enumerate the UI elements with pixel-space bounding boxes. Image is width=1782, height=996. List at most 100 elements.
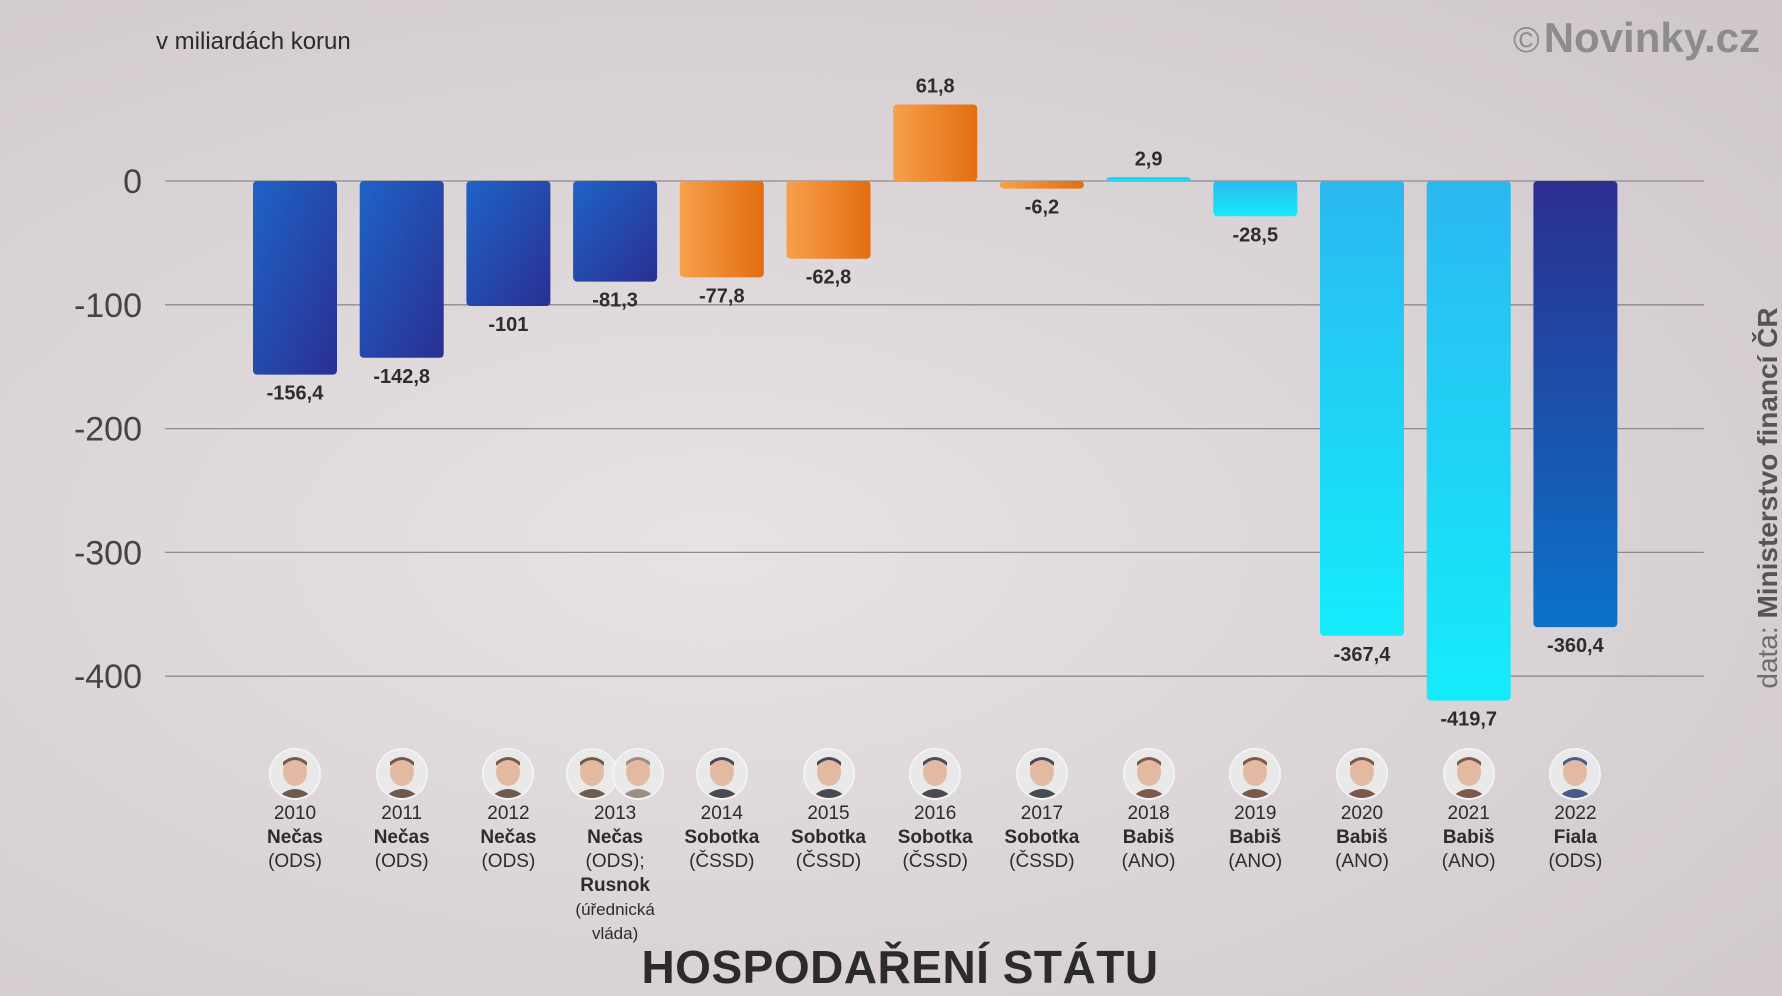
- prime-minister-name: Babiš: [1229, 827, 1282, 848]
- government-year: 2017: [1020, 803, 1064, 824]
- prime-minister-name: Babiš: [1442, 827, 1495, 848]
- government-year: 2016: [914, 803, 957, 824]
- copyright-symbol: ©: [1513, 19, 1540, 60]
- portrait-icon: [1122, 748, 1175, 800]
- portrait-icon: [1336, 748, 1388, 800]
- government-2016: 2016 Sobotka (ČSSD): [880, 748, 990, 874]
- prime-minister-name: Fiala: [1553, 827, 1598, 848]
- government-2010: 2010 Nečas (ODS): [240, 748, 350, 874]
- portrait-icon: [1442, 748, 1495, 800]
- government-2021: 2021 Babiš (ANO): [1414, 748, 1524, 874]
- watermark-text: Novinky.cz: [1543, 14, 1760, 61]
- government-year: 2018: [1127, 803, 1170, 824]
- party-label: (ODS): [481, 851, 536, 872]
- value-label-2020: -367,4: [1334, 644, 1392, 666]
- bar-2010: [253, 181, 337, 375]
- value-label-2011: -142,8: [373, 366, 430, 388]
- government-year: 2015: [807, 803, 850, 824]
- government-2019: 2019 Babiš (ANO): [1200, 748, 1310, 874]
- prime-minister-name-2: Rusnok: [580, 875, 650, 896]
- government-year: 2019: [1234, 803, 1277, 824]
- portrait-icon: [802, 748, 855, 800]
- bar-2015: [786, 181, 871, 259]
- value-label-2022: -360,4: [1547, 635, 1605, 657]
- bar-2020: [1320, 181, 1404, 636]
- bars: [253, 104, 1618, 701]
- government-year: 2022: [1554, 803, 1597, 824]
- bar-2011: [359, 181, 444, 358]
- bar-2018: [1106, 177, 1191, 181]
- y-tick-label: -100: [74, 287, 142, 325]
- prime-minister-name: Babiš: [1336, 827, 1388, 848]
- portrait-icon: [612, 748, 665, 800]
- prime-minister-name: Sobotka: [897, 827, 973, 848]
- bar-2017: [999, 181, 1084, 189]
- value-label-2016: 61,8: [916, 75, 955, 97]
- government-year: 2011: [381, 803, 423, 824]
- value-label-2012: -101: [488, 314, 528, 336]
- watermark: ©Novinky.cz: [1513, 14, 1760, 62]
- portrait-icon: [482, 748, 535, 800]
- government-2014: 2014 Sobotka (ČSSD): [667, 748, 777, 874]
- prime-minister-name: Nečas: [587, 827, 644, 848]
- party-label: (ANO): [1441, 851, 1496, 872]
- prime-minister-name: Nečas: [267, 827, 323, 848]
- party-label: (ČSSD): [902, 851, 968, 872]
- portrait-icon: [695, 748, 748, 800]
- value-label-2019: -28,5: [1233, 224, 1279, 246]
- bar-2014: [679, 181, 764, 278]
- party-label: (ODS): [268, 851, 322, 872]
- portrait-icon: [375, 748, 428, 800]
- government-2022: 2022 Fiala (ODS): [1520, 748, 1630, 874]
- portrait-icon: [1549, 748, 1602, 800]
- prime-minister-name: Nečas: [373, 827, 430, 848]
- prime-minister-name: Sobotka: [1004, 827, 1080, 848]
- government-2011: 2011 Nečas (ODS): [347, 748, 457, 874]
- value-label-2018: 2,9: [1135, 148, 1163, 170]
- value-label-2010: -156,4: [267, 383, 325, 405]
- government-2012: 2012 Nečas (ODS): [453, 748, 563, 874]
- party-label: (ČSSD): [795, 851, 862, 872]
- government-2020: 2020 Babiš (ANO): [1307, 748, 1417, 874]
- unit-label: v miliardách korun: [156, 28, 351, 55]
- portrait-icon: [909, 748, 962, 800]
- party-label: (ODS): [1548, 851, 1603, 872]
- bar-2019: [1213, 181, 1298, 217]
- government-year: 2010: [273, 803, 317, 824]
- portrait-icon: [1229, 748, 1282, 800]
- portrait-icon: [1015, 748, 1068, 800]
- party-label: (ANO): [1335, 851, 1389, 872]
- government-year: 2014: [700, 803, 743, 824]
- party-label: (ANO): [1121, 851, 1176, 872]
- data-source: data: Ministerstvo financí ČR: [1752, 307, 1782, 688]
- party-label: (ODS);: [585, 851, 645, 872]
- value-label-2015: -62,8: [806, 267, 852, 289]
- value-label-2021: -419,7: [1440, 709, 1497, 731]
- source-name: Ministerstvo financí ČR: [1752, 307, 1782, 619]
- bar-2013: [573, 181, 658, 282]
- bar-2022: [1533, 181, 1618, 628]
- government-2013: 2013 Nečas (ODS); Rusnok (úřednická vláda): [560, 748, 670, 946]
- party-label: (ANO): [1228, 851, 1283, 872]
- bar-2012: [466, 181, 551, 307]
- portrait-icon: [269, 748, 321, 800]
- government-year: 2012: [487, 803, 530, 824]
- party-label: (ČSSD): [689, 851, 755, 872]
- value-labels: -156,4 -142,8 -101 -81,3 -77,8 -62,8 61,8 -6,2 2…: [267, 75, 1605, 730]
- value-label-2013: -81,3: [592, 290, 638, 312]
- chart-title: HOSPODAŘENÍ STÁTU: [641, 941, 1159, 993]
- prime-minister-name: Sobotka: [684, 827, 760, 848]
- prime-minister-name: Babiš: [1122, 827, 1175, 848]
- y-tick-label: -200: [74, 411, 142, 449]
- y-tick-label: -400: [74, 658, 142, 696]
- value-label-2014: -77,8: [699, 285, 745, 307]
- government-year: 2013: [593, 803, 637, 824]
- prime-minister-name: Sobotka: [791, 827, 866, 848]
- value-label-2017: -6,2: [1025, 197, 1059, 219]
- party-label: (ČSSD): [1009, 851, 1075, 872]
- party-label: (ODS): [374, 851, 429, 872]
- government-year: 2020: [1340, 803, 1384, 824]
- government-2017: 2017 Sobotka (ČSSD): [987, 748, 1097, 874]
